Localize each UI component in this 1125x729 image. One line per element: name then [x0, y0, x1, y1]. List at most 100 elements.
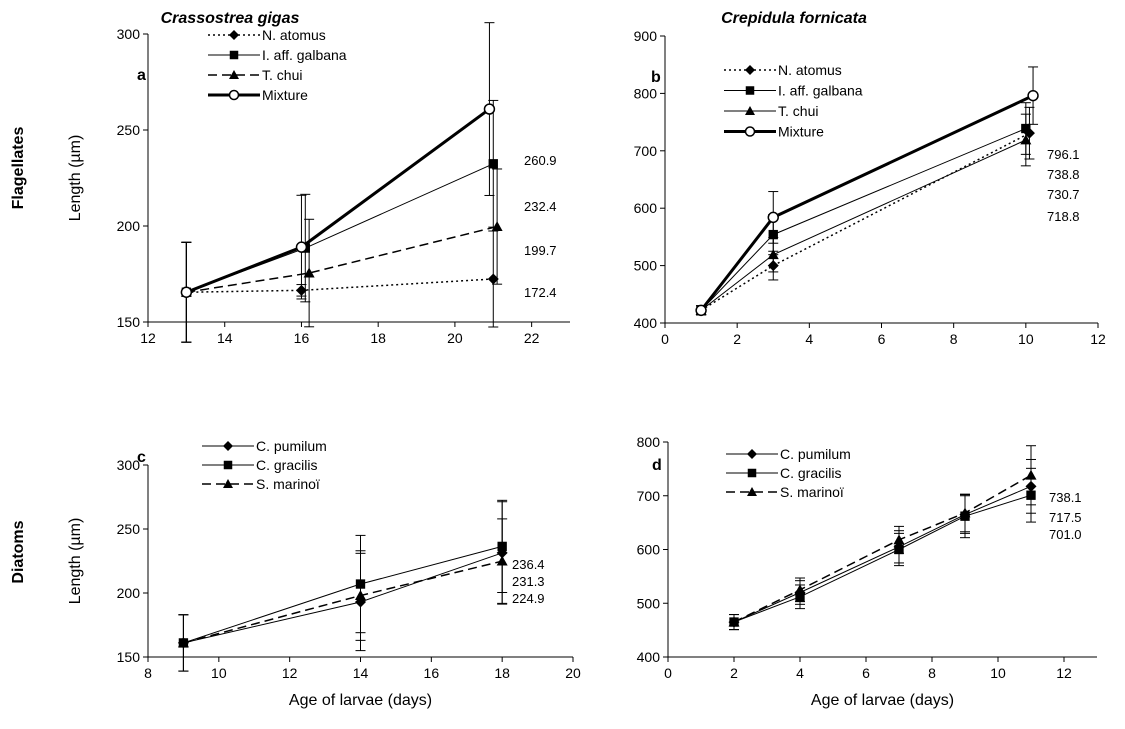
legend-label: I. aff. galbana: [778, 83, 863, 99]
marker-square: [223, 460, 233, 470]
y-tick-label: 600: [637, 542, 661, 558]
series: [178, 499, 508, 672]
marker-square: [488, 159, 498, 169]
y-tick-label: 300: [117, 26, 141, 42]
series: [695, 106, 1035, 316]
y-tick-label: 600: [634, 200, 658, 216]
marker-triangle: [767, 249, 779, 260]
legend-label: Mixture: [778, 124, 824, 140]
series: [180, 22, 496, 343]
x-tick-label: 22: [524, 330, 540, 346]
y-axis-label: Length (µm): [67, 135, 84, 222]
legend-label: T. chui: [262, 67, 302, 83]
series-line: [733, 494, 1032, 623]
marker-circle: [695, 304, 707, 317]
end-value-label: 236.4: [512, 557, 545, 572]
panel-letter: b: [651, 69, 661, 86]
legend-label: N. atomus: [778, 62, 842, 78]
series: [177, 518, 508, 672]
x-tick-label: 10: [1018, 331, 1034, 347]
y-axis-label: Length (µm): [67, 518, 84, 605]
y-tick-label: 400: [637, 649, 661, 665]
marker-circle: [483, 103, 496, 115]
y-tick-label: 150: [117, 649, 141, 665]
x-tick-label: 20: [565, 665, 581, 681]
y-tick-label: 250: [117, 122, 141, 138]
x-tick-label: 6: [862, 665, 870, 681]
y-tick-label: 200: [117, 218, 141, 234]
marker-triangle: [229, 70, 239, 79]
marker-triangle: [1020, 134, 1032, 145]
x-tick-label: 10: [211, 665, 227, 681]
x-tick-label: 18: [494, 665, 510, 681]
marker-circle: [228, 89, 240, 101]
marker-triangle: [303, 267, 315, 278]
marker-square: [747, 468, 757, 478]
x-tick-label: 10: [990, 665, 1006, 681]
marker-diamond: [223, 441, 233, 451]
legend-label: Mixture: [262, 87, 308, 103]
marker-triangle: [959, 507, 971, 518]
panel-c: 150 200 250 300 8 10 12 14 16 18 20 Length (µm) Age …: [67, 438, 581, 709]
series-line: [186, 225, 498, 293]
y-tick-label: 200: [117, 585, 141, 601]
x-tick-label: 4: [805, 331, 813, 347]
series-line: [733, 485, 1032, 623]
marker-circle: [295, 241, 308, 253]
end-value-label: 738.1: [1049, 490, 1082, 505]
y-tick-label: 700: [634, 143, 658, 159]
legend-label: C. gracilis: [780, 465, 841, 481]
series-line: [733, 474, 1032, 623]
panel-a: 150 200 250 300 12 14 16 18 20 22 Length (µm) a N. a…: [67, 22, 570, 346]
x-axis-label: Age of larvae (days): [289, 692, 432, 709]
x-tick-label: 8: [928, 665, 936, 681]
marker-diamond: [229, 30, 239, 40]
panel-letter: a: [137, 67, 146, 84]
marker-diamond: [747, 449, 757, 459]
x-tick-label: 20: [447, 330, 463, 346]
end-value-label: 717.5: [1049, 510, 1082, 525]
legend-label: C. pumilum: [256, 438, 327, 454]
panel-d: 400 500 600 700 800 0 2 4 6 8 10 12 Age of larvae (d…: [637, 434, 1097, 709]
marker-triangle: [177, 637, 189, 648]
end-value-label: 199.7: [524, 243, 557, 258]
marker-square: [745, 86, 755, 95]
end-value-label: 232.4: [524, 199, 557, 214]
x-tick-label: 8: [950, 331, 958, 347]
series-line: [183, 545, 503, 644]
marker-triangle: [1025, 469, 1037, 480]
series: [728, 445, 1037, 631]
marker-triangle: [728, 616, 740, 627]
series: [728, 458, 1037, 631]
x-tick-label: 16: [294, 330, 310, 346]
x-tick-label: 12: [282, 665, 298, 681]
legend-label: C. gracilis: [256, 457, 317, 473]
y-tick-label: 400: [634, 315, 658, 331]
end-value-label: 738.8: [1047, 167, 1080, 182]
legend-label: S. marinoï: [780, 484, 844, 500]
y-tick-label: 300: [117, 457, 141, 473]
x-tick-label: 0: [664, 665, 672, 681]
legend-label: C. pumilum: [780, 446, 851, 462]
y-tick-label: 250: [117, 521, 141, 537]
y-tick-label: 700: [637, 488, 661, 504]
end-value-label: 701.0: [1049, 527, 1082, 542]
x-tick-label: 14: [353, 665, 369, 681]
end-value-label: 172.4: [524, 285, 557, 300]
y-tick-label: 500: [637, 595, 661, 611]
marker-diamond: [487, 273, 499, 285]
series-line: [700, 132, 1030, 312]
panel-letter: c: [137, 449, 146, 466]
end-value-label: 796.1: [1047, 147, 1080, 162]
column-title-right: Crepidula fornicata: [721, 10, 867, 27]
x-tick-label: 16: [424, 665, 440, 681]
series: [177, 501, 508, 672]
marker-triangle: [747, 487, 757, 496]
y-tick-label: 150: [117, 314, 141, 330]
series-line: [185, 107, 491, 294]
end-value-label: 224.9: [512, 591, 545, 606]
marker-diamond: [745, 65, 755, 75]
y-tick-label: 800: [637, 434, 661, 450]
marker-triangle: [794, 584, 806, 595]
